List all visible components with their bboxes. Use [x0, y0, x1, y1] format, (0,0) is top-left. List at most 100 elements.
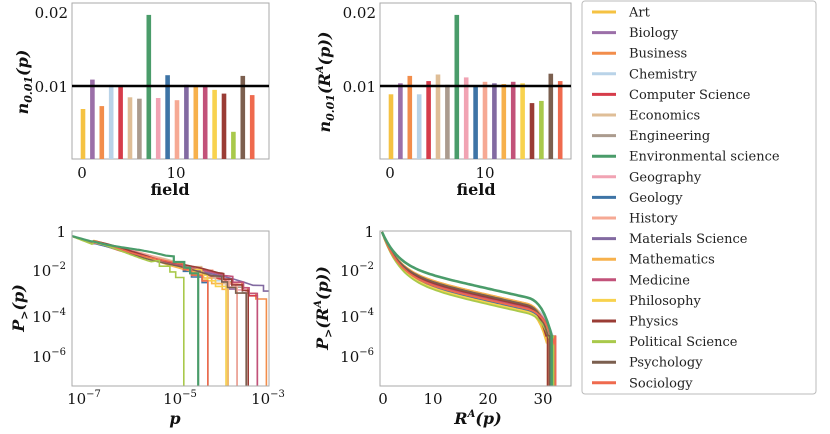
y-tick-label: 10−6	[340, 347, 374, 366]
bar-philosophy	[212, 89, 217, 159]
y-tick-label: 0.02	[35, 4, 68, 22]
bar-history	[482, 81, 488, 159]
bar-medicine	[202, 86, 208, 159]
series-line-sociology	[381, 231, 557, 386]
plot-frame	[71, 2, 270, 160]
x-axis-label: field	[456, 180, 495, 199]
y-axis-label: P>(p)	[9, 284, 31, 333]
x-tick-label: 20	[478, 390, 497, 408]
y-tick-label: 10−6	[32, 347, 66, 366]
bar-mathematics	[501, 84, 507, 159]
series-line-environmental-science	[72, 234, 200, 386]
x-tick-label: 10−3	[251, 389, 285, 408]
y-tick-label: 10−2	[340, 261, 374, 280]
ccdf-chart-bottom-right: 1 10−2 10−4 10−6 0 10 20 30 RA(p) P>(RA(…	[313, 223, 572, 428]
series-line-political-science	[381, 231, 555, 386]
series-line-business	[381, 231, 551, 386]
bar-computer-science	[118, 87, 123, 159]
bar-materials-science	[184, 84, 189, 159]
bar-business	[407, 75, 413, 159]
series-line-medicine	[381, 231, 557, 386]
x-tick-label: 0	[385, 164, 395, 182]
y-tick-label: 0.02	[343, 4, 376, 22]
bar-philosophy	[520, 83, 525, 159]
plot-frame	[71, 230, 270, 387]
bar-psychology	[240, 75, 246, 159]
bar-economics	[435, 74, 441, 159]
bar-art	[80, 109, 86, 159]
series-line-geography	[381, 231, 557, 386]
series-line-art	[381, 231, 549, 386]
y-axis-label: P>(RA(p))	[313, 266, 335, 351]
y-tick-label: 1	[364, 223, 374, 241]
bar-physics	[529, 103, 535, 159]
legend-label: Sociology	[629, 376, 693, 391]
bar-business	[99, 106, 105, 159]
x-tick-label: 10	[166, 164, 185, 182]
bar-art	[388, 94, 394, 159]
series-line-political-science	[72, 235, 185, 386]
x-tick-label: 10−7	[67, 389, 101, 408]
series-lines	[380, 231, 557, 386]
x-axis-label: RA(p)	[453, 409, 501, 428]
legend-label: Art	[628, 6, 651, 21]
y-axis-label: n0.01(p)	[13, 50, 35, 115]
bar-political-science	[539, 100, 544, 159]
y-tick-label: 1	[56, 223, 66, 241]
y-tick-label: 10−4	[340, 307, 374, 326]
bar-materials-science	[492, 83, 497, 159]
legend-label: Medicine	[629, 273, 690, 288]
legend-label: Environmental science	[629, 150, 780, 165]
bar-chemistry	[416, 94, 422, 159]
x-tick-label: 10	[423, 390, 442, 408]
series-line-physics	[381, 231, 549, 386]
bar-geology	[473, 85, 478, 159]
bar-mathematics	[193, 85, 199, 159]
bar-psychology	[548, 73, 554, 159]
series-line-environmental-science	[380, 231, 553, 386]
bar-engineering	[445, 84, 450, 159]
bar-chart-top-right: 0.01 0.02 0 10 field n0.01(RA(p))	[315, 2, 572, 199]
series-line-engineering	[381, 231, 555, 386]
x-axis-label: field	[150, 180, 189, 199]
bar-sociology	[557, 81, 563, 159]
series-line-biology	[381, 231, 555, 386]
y-tick-label: 0.01	[343, 78, 376, 96]
series-line-economics	[381, 231, 549, 386]
bar-geology	[165, 75, 170, 159]
legend-label: Philosophy	[629, 294, 701, 309]
legend-label: Mathematics	[629, 253, 715, 268]
x-tick-label: 10	[475, 164, 494, 182]
y-tick-label: 10−2	[32, 261, 66, 280]
legend-label: Business	[629, 47, 687, 62]
legend-label: Materials Science	[629, 232, 748, 247]
ccdf-chart-bottom-left: 1 10−2 10−4 10−6 10−7 10−5 10−3 p P>(p)	[9, 223, 285, 428]
series-lines	[72, 234, 269, 386]
series-line-materials-science	[381, 231, 555, 386]
bars-group	[388, 14, 563, 160]
plot-frame	[379, 230, 572, 387]
legend-label: Engineering	[629, 129, 710, 144]
bar-geography	[463, 77, 469, 159]
bar-chemistry	[108, 84, 114, 159]
y-axis-label: n0.01(RA(p))	[315, 32, 337, 133]
series-line-philosophy	[381, 231, 553, 386]
legend-label: History	[629, 212, 678, 227]
x-tick-label: 10−5	[163, 389, 197, 408]
x-axis-label: p	[169, 409, 180, 428]
legend-label: Geography	[629, 170, 702, 185]
series-line-geology	[381, 231, 553, 386]
bar-medicine	[510, 81, 516, 159]
legend-box	[581, 0, 817, 395]
x-tick-label: 0	[77, 164, 87, 182]
bar-geography	[155, 98, 161, 159]
bar-history	[174, 100, 180, 159]
legend: Art Biology Business Chemistry Computer Scie…	[581, 0, 817, 395]
bar-political-science	[231, 131, 236, 159]
series-line-computer-science	[381, 231, 553, 386]
legend-label: Political Science	[629, 335, 738, 350]
x-tick-label: 30	[533, 390, 552, 408]
legend-label: Psychology	[629, 356, 703, 371]
bar-economics	[127, 97, 133, 159]
